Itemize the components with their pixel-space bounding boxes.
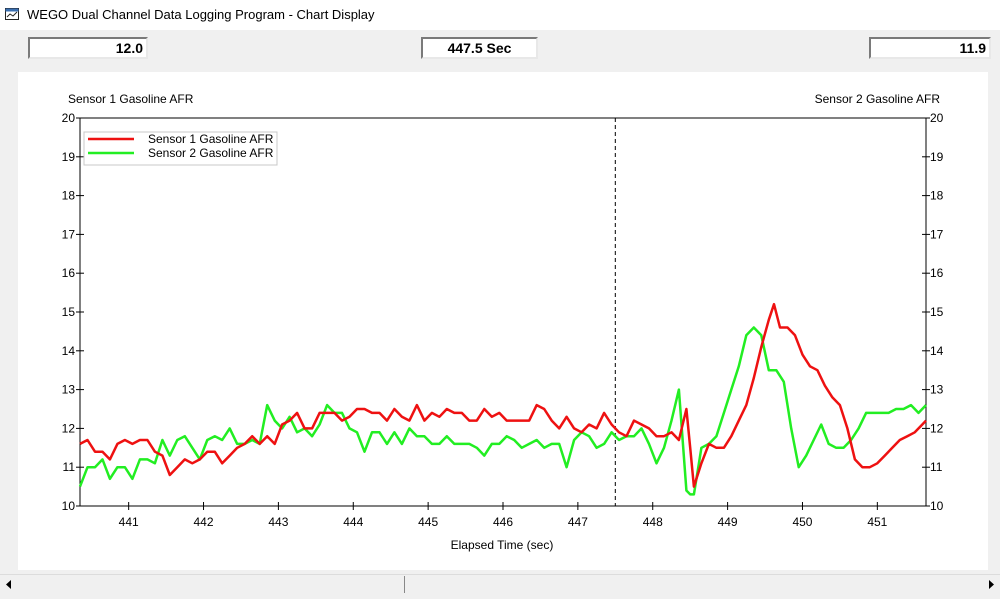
horizontal-scrollbar[interactable] [0, 574, 1000, 594]
right-y-tick-label: 18 [930, 189, 944, 203]
left-axis-label: Sensor 1 Gasoline AFR [68, 92, 194, 106]
legend: Sensor 1 Gasoline AFR Sensor 2 Gasoline … [83, 131, 278, 166]
right-y-tick-label: 14 [930, 344, 944, 358]
right-arrow-icon [989, 580, 994, 589]
sensor1-readout: 12.0 [28, 37, 148, 59]
left-y-tick-label: 18 [62, 189, 76, 203]
x-tick-label: 451 [867, 515, 887, 529]
x-tick-label: 444 [343, 515, 363, 529]
left-y-tick-label: 14 [62, 344, 76, 358]
right-axis-label: Sensor 2 Gasoline AFR [815, 92, 941, 106]
sensor2-readout: 11.9 [869, 37, 991, 59]
window-title: WEGO Dual Channel Data Logging Program -… [27, 7, 375, 22]
right-y-tick-label: 11 [930, 460, 943, 474]
left-y-tick-label: 20 [62, 111, 76, 125]
right-y-tick-label: 13 [930, 383, 944, 397]
legend-box [83, 131, 278, 166]
x-tick-label: 443 [268, 515, 288, 529]
right-y-tick-label: 16 [930, 266, 944, 280]
time-readout-value: 447.5 Sec [447, 40, 512, 56]
left-y-tick-label: 16 [62, 266, 76, 280]
x-tick-label: 441 [119, 515, 139, 529]
right-y-tick-label: 20 [930, 111, 944, 125]
x-tick-label: 449 [718, 515, 738, 529]
sensor1-readout-value: 12.0 [115, 40, 143, 56]
right-y-tick-label: 12 [930, 421, 944, 435]
left-y-tick-label: 13 [62, 383, 76, 397]
x-tick-label: 446 [493, 515, 513, 529]
app-icon [5, 8, 19, 20]
left-y-tick-label: 10 [62, 499, 76, 513]
x-tick-label: 445 [418, 515, 438, 529]
left-y-tick-label: 12 [62, 421, 76, 435]
right-y-tick-label: 10 [930, 499, 944, 513]
left-y-tick-label: 11 [63, 460, 76, 474]
sensor2-readout-value: 11.9 [959, 40, 986, 56]
scroll-right-button[interactable] [983, 575, 1000, 594]
chart-panel: Sensor 1 Gasoline AFR Sensor 2 Gasoline … [18, 72, 988, 570]
title-bar: WEGO Dual Channel Data Logging Program -… [0, 0, 1000, 30]
afr-chart[interactable]: Sensor 1 Gasoline AFR Sensor 2 Gasoline … [18, 72, 988, 570]
left-y-tick-label: 15 [62, 305, 76, 319]
legend-label-sensor2: Sensor 2 Gasoline AFR [148, 146, 274, 160]
right-y-tick-label: 19 [930, 150, 944, 164]
x-tick-label: 442 [194, 515, 214, 529]
legend-label-sensor1: Sensor 1 Gasoline AFR [148, 132, 274, 146]
left-y-tick-label: 17 [62, 227, 76, 241]
sensor1-series-line [79, 302, 927, 488]
right-y-tick-label: 15 [930, 305, 944, 319]
x-tick-label: 447 [568, 515, 588, 529]
scrollbar-thumb[interactable] [404, 576, 405, 593]
plot-frame [79, 117, 927, 507]
x-tick-label: 448 [643, 515, 663, 529]
left-y-tick-label: 19 [62, 150, 76, 164]
x-tick-label: 450 [792, 515, 812, 529]
scroll-left-button[interactable] [0, 575, 17, 594]
x-axis-label: Elapsed Time (sec) [451, 538, 554, 552]
time-readout: 447.5 Sec [421, 37, 538, 59]
left-arrow-icon [6, 580, 11, 589]
sensor2-series-line [78, 326, 927, 496]
right-y-tick-label: 17 [930, 227, 944, 241]
